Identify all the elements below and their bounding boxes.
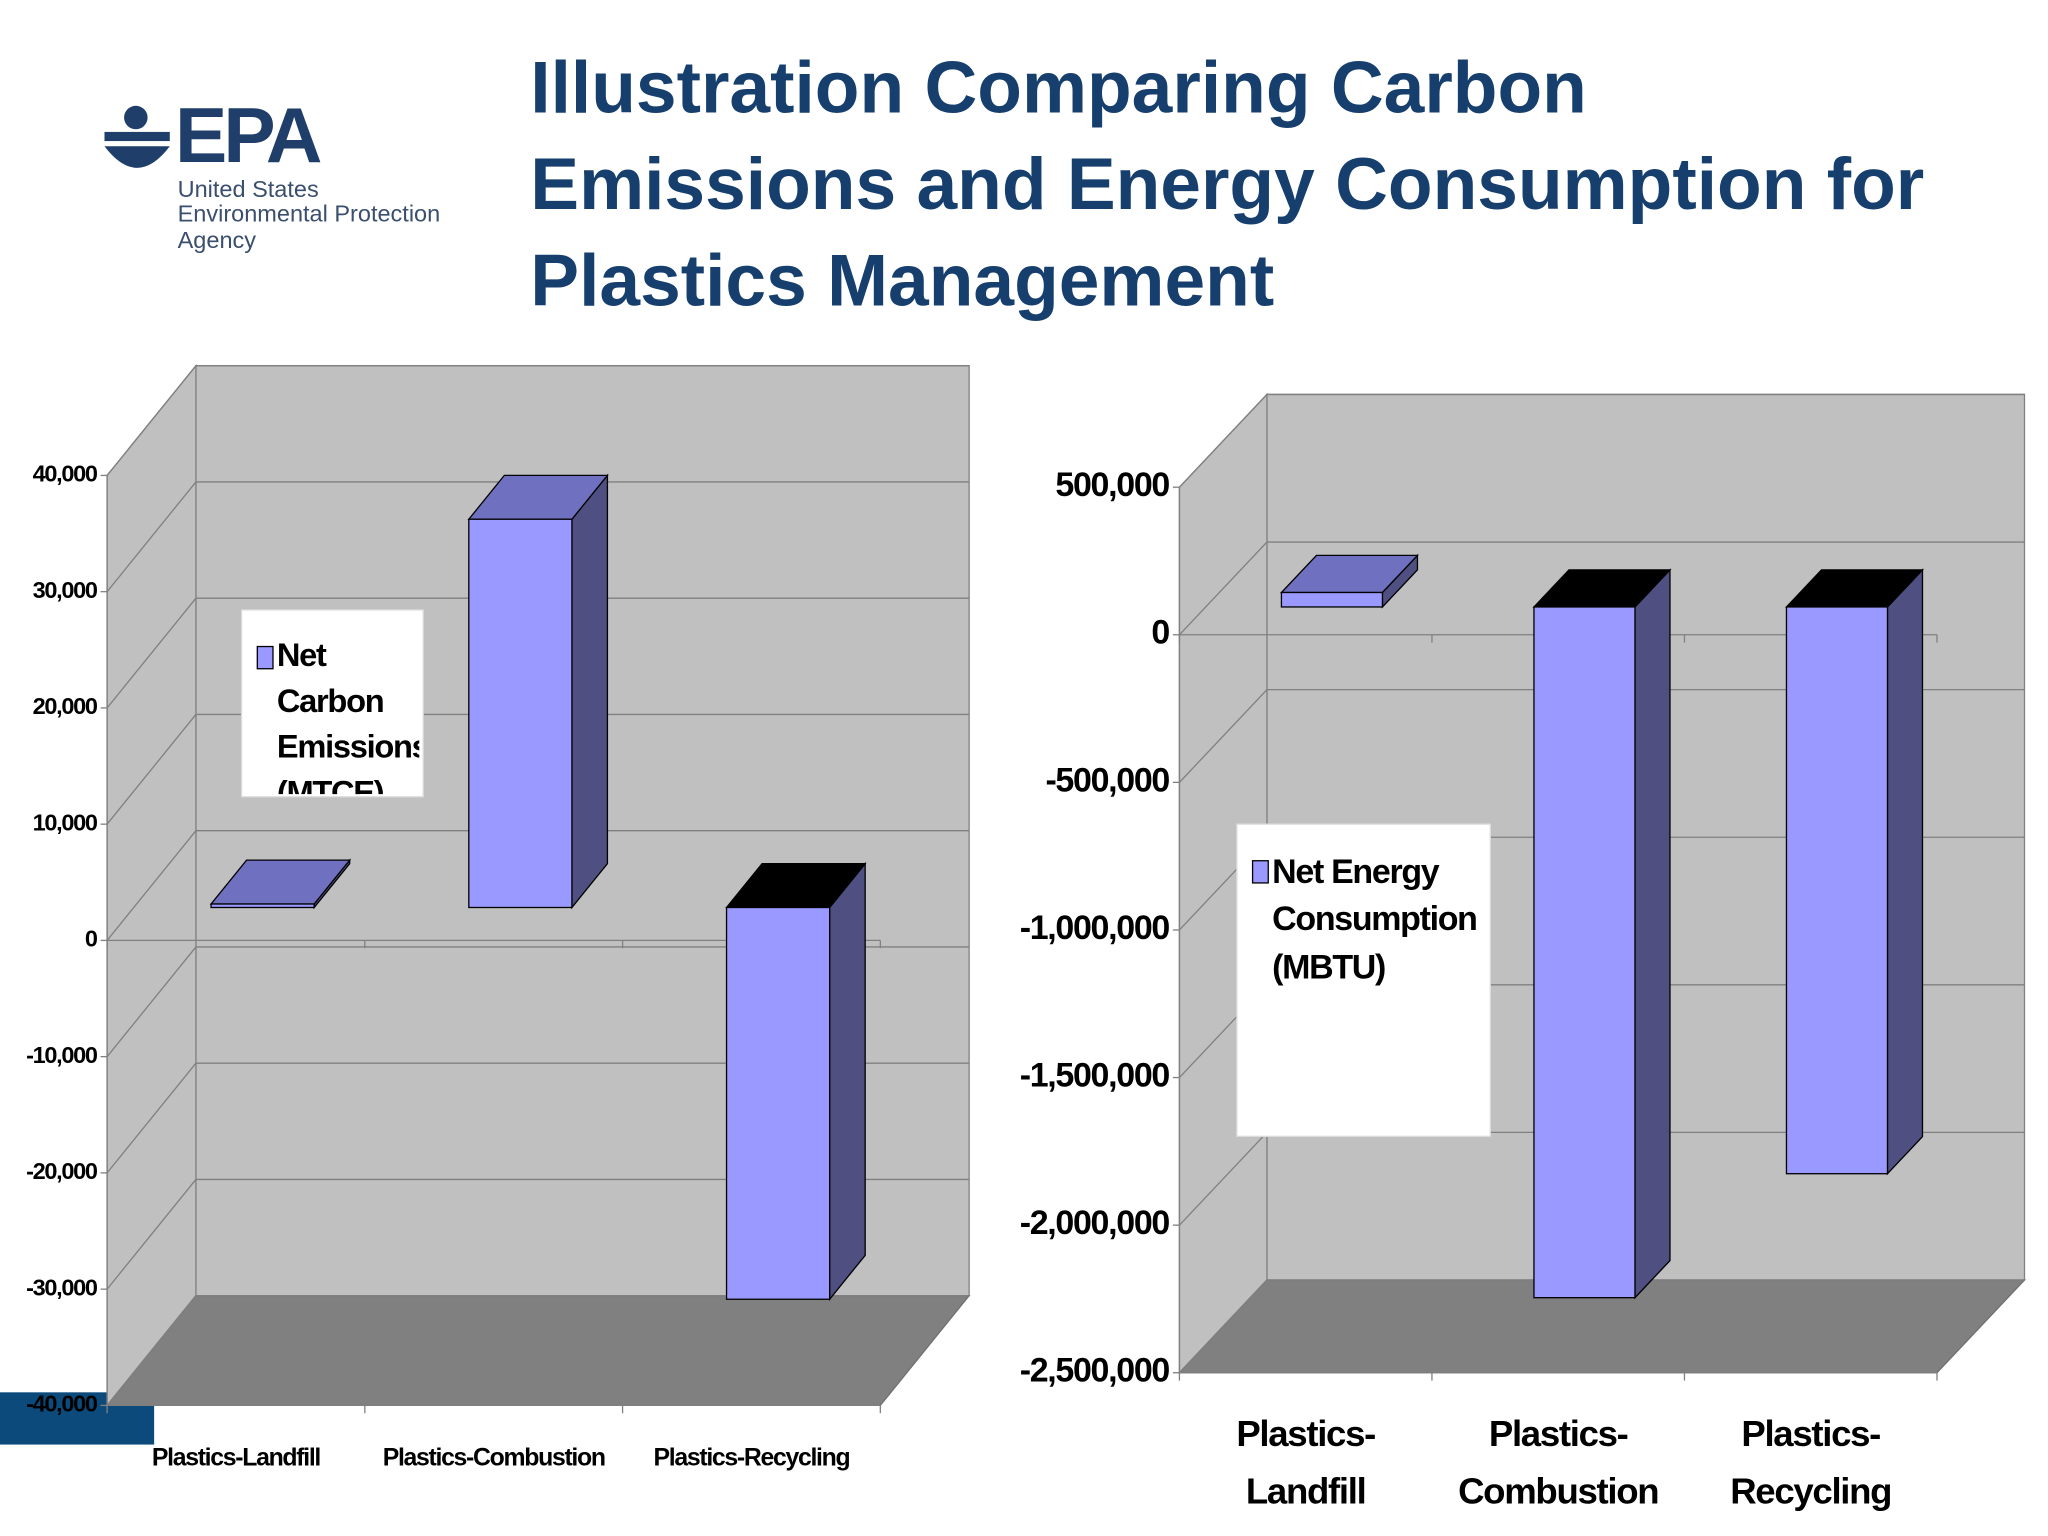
bar	[1280, 591, 1384, 608]
x-tick-label: Plastics-Recycling	[653, 1444, 851, 1472]
logo-text: Environmental Protection	[178, 201, 441, 227]
grid-line	[106, 713, 970, 825]
legend-key	[256, 645, 274, 670]
bar-side	[571, 473, 609, 910]
logo-text: Agency	[178, 227, 257, 253]
grid-line	[106, 946, 970, 1058]
grid-line	[1178, 393, 2025, 488]
x-tick-label-box: Plastics-Recycling	[653, 1444, 851, 1472]
grid-line	[1178, 688, 2025, 783]
grid-line	[1178, 541, 2025, 636]
legend-label-box: Net Energy Consumption (MBTU)	[1272, 851, 1478, 986]
x-tick-label: Plastics-Recycling	[1730, 1413, 1892, 1512]
x-tick-label: Plastics-Combustion	[382, 1444, 606, 1472]
y-tick-label: 0	[1151, 614, 1169, 652]
y-tick-label: -40,000	[26, 1391, 98, 1417]
x-tick-label-box: Plastics-Combustion	[1458, 1413, 1660, 1512]
y-tick-label: -1,500,000	[1020, 1057, 1170, 1095]
bar	[468, 518, 573, 909]
grid-line	[106, 597, 970, 709]
y-tick-label: 0	[85, 926, 98, 952]
bar-side	[1634, 568, 1671, 1300]
y-tick-label: -30,000	[26, 1274, 98, 1300]
slide-title: Illustration Comparing Carbon Emissions …	[530, 45, 1925, 322]
grid-line	[1178, 1279, 2025, 1374]
floor	[105, 1295, 971, 1407]
grid-line	[106, 1178, 970, 1290]
grid-line	[106, 1295, 970, 1406]
legend-box	[1236, 823, 1491, 1137]
y-tick-label: 500,000	[1055, 466, 1169, 504]
logo-text: United States	[178, 176, 319, 202]
logo-mark: EPA	[175, 91, 321, 179]
x-tick-label-box: Plastics-Combustion	[382, 1444, 606, 1472]
y-tick-label: 40,000	[33, 461, 98, 487]
grid-line	[106, 365, 970, 476]
y-tick-label: -2,000,000	[1020, 1204, 1170, 1242]
bar	[1533, 606, 1636, 1299]
bar-side	[828, 861, 866, 1302]
bar-side	[1886, 568, 1924, 1176]
legend-key	[1251, 860, 1269, 884]
title-box: Illustration Comparing Carbon Emissions …	[530, 45, 1925, 322]
grid-line	[106, 830, 970, 941]
x-tick-label: Plastics-Combustion	[1458, 1413, 1660, 1512]
grid-line	[106, 1062, 970, 1174]
bar	[725, 906, 831, 1300]
bar	[1785, 606, 1889, 1175]
y-tick-label: -2,500,000	[1020, 1352, 1170, 1390]
x-tick-label-box: Plastics-Landfill	[151, 1444, 321, 1472]
x-tick-label-box: Plastics-Recycling	[1730, 1413, 1892, 1512]
y-tick-label: 10,000	[33, 809, 98, 835]
legend-label: Net Carbon Emissions (MTCE)	[276, 637, 420, 795]
epa-logo-icon	[104, 105, 170, 168]
y-tick-label: -1,000,000	[1020, 909, 1170, 947]
x-tick-label: Plastics-Landfill	[1236, 1413, 1376, 1512]
legend-box	[240, 609, 424, 798]
legend-label: Net Energy Consumption (MBTU)	[1272, 851, 1478, 986]
legend-label-box: Net Carbon Emissions (MTCE)	[276, 637, 420, 795]
y-tick-label: 30,000	[33, 577, 98, 603]
grid-line	[106, 481, 970, 593]
x-tick-label: Plastics-Landfill	[151, 1444, 321, 1472]
y-tick-label: 20,000	[33, 693, 98, 719]
y-tick-label: -500,000	[1045, 761, 1169, 799]
y-tick-label: -10,000	[26, 1042, 98, 1068]
bar	[210, 903, 315, 909]
x-tick-label-box: Plastics-Landfill	[1236, 1413, 1376, 1512]
y-tick-label: -20,000	[26, 1158, 98, 1184]
